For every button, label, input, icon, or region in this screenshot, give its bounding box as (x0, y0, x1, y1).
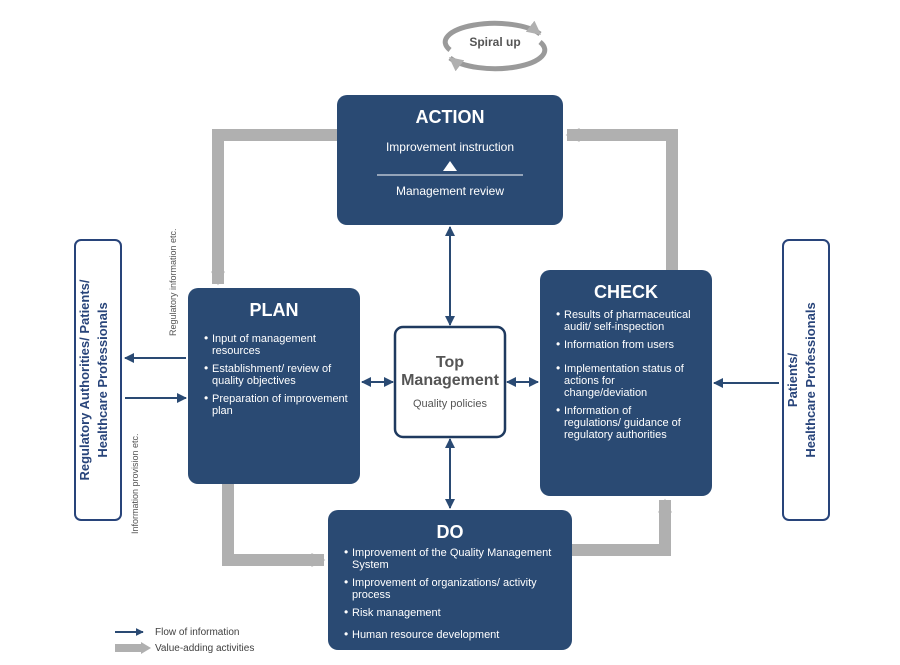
label-info-provision: Information provision etc. (130, 433, 140, 534)
label-regulatory-info: Regulatory information etc. (168, 228, 178, 336)
svg-text:Healthcare Professionals: Healthcare Professionals (95, 302, 110, 457)
svg-text:regulatory authorities: regulatory authorities (564, 429, 667, 441)
svg-text:Healthcare Professionals: Healthcare Professionals (803, 302, 818, 457)
check-box-title: CHECK (594, 282, 658, 302)
svg-text:audit/ self-inspection: audit/ self-inspection (564, 321, 664, 333)
svg-text:•: • (556, 307, 560, 321)
svg-text:regulations/ guidance of: regulations/ guidance of (564, 417, 682, 429)
svg-text:•: • (344, 627, 348, 641)
svg-text:Improvement instruction: Improvement instruction (386, 140, 514, 154)
svg-text:Establishment/ review of: Establishment/ review of (212, 363, 332, 375)
svg-text:Top: Top (436, 354, 464, 371)
svg-text:•: • (344, 605, 348, 619)
svg-text:System: System (352, 559, 389, 571)
svg-text:•: • (556, 403, 560, 417)
spiral-label: Spiral up (469, 35, 520, 49)
svg-text:•: • (556, 361, 560, 375)
do-box: DO • Improvement of the Quality Management… (328, 510, 572, 650)
svg-text:quality objectives: quality objectives (212, 375, 296, 387)
svg-text:Information of: Information of (564, 405, 632, 417)
svg-text:resources: resources (212, 345, 261, 357)
plan-box-title: PLAN (250, 300, 299, 320)
legend-blue-label: Flow of information (155, 627, 239, 638)
svg-text:•: • (556, 337, 560, 351)
svg-text:Information from users: Information from users (564, 339, 675, 351)
center-box: TopManagement Quality policies (395, 327, 505, 437)
svg-text:process: process (352, 589, 391, 601)
svg-text:Quality policies: Quality policies (413, 398, 487, 410)
spiral-up-icon: Spiral up (445, 23, 545, 68)
legend-gray-label: Value-adding activities (155, 643, 254, 654)
svg-text:Input of management: Input of management (212, 333, 316, 345)
side-right-box: Patients/Healthcare Professionals (783, 240, 829, 520)
svg-text:Results of pharmaceutical: Results of pharmaceutical (564, 309, 691, 321)
svg-text:Regulatory Authorities/ Patien: Regulatory Authorities/ Patients/ (77, 279, 92, 480)
svg-text:Management review: Management review (396, 184, 504, 198)
action-box: ACTION Improvement instruction Management … (337, 95, 563, 225)
plan-box: PLAN • Input of managementresources • Establ… (188, 288, 360, 484)
svg-text:change/deviation: change/deviation (564, 387, 647, 399)
svg-text:Improvement of organizations/: Improvement of organizations/ activity (352, 577, 537, 589)
legend: Flow of information Value-adding activiti… (115, 627, 254, 654)
do-box-title: DO (437, 522, 464, 542)
svg-text:Risk management: Risk management (352, 607, 441, 619)
svg-text:•: • (344, 575, 348, 589)
svg-text:Management: Management (401, 372, 499, 389)
svg-text:Improvement of the Quality Man: Improvement of the Quality Management (352, 547, 551, 559)
svg-text:actions for: actions for (564, 375, 615, 387)
side-left-box: Regulatory Authorities/ Patients/Healthc… (75, 240, 121, 520)
svg-text:•: • (204, 391, 208, 405)
svg-text:plan: plan (212, 405, 233, 417)
svg-text:Patients/: Patients/ (785, 353, 800, 408)
svg-text:Human resource development: Human resource development (352, 629, 499, 641)
svg-text:•: • (344, 545, 348, 559)
svg-text:•: • (204, 331, 208, 345)
svg-text:Preparation of improvement: Preparation of improvement (212, 393, 348, 405)
svg-text:Implementation status of: Implementation status of (564, 363, 685, 375)
action-box-title: ACTION (416, 107, 485, 127)
svg-text:•: • (204, 361, 208, 375)
check-box: CHECK • Results of pharmaceuticalaudit/ se… (540, 270, 712, 496)
